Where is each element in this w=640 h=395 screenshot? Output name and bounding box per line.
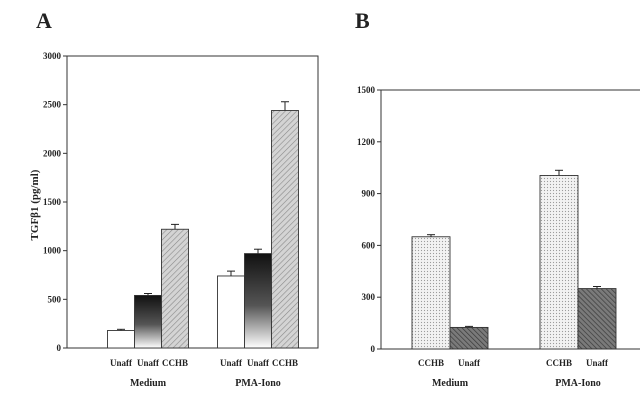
y-tick-label: 0 [57, 343, 62, 353]
bar-unaff [217, 275, 245, 349]
category-label: CCHB [272, 358, 298, 368]
y-tick-label: 1500 [43, 197, 62, 207]
category-label: Unaff [247, 358, 270, 368]
y-tick-label: 2500 [43, 100, 62, 110]
y-tick-label: 2000 [43, 148, 62, 158]
category-label: CCHB [162, 358, 188, 368]
group-label: Medium [432, 378, 469, 389]
bar-unaff [244, 253, 272, 349]
category-label: CCHB [418, 358, 444, 368]
bar-cchb [411, 236, 451, 350]
bar-cchb [539, 175, 579, 350]
bar-unaff [134, 294, 162, 349]
category-label: Unaff [586, 358, 609, 368]
group-label: PMA-Iono [555, 378, 601, 389]
bar-cchb [271, 110, 299, 349]
y-tick-label: 300 [362, 292, 376, 302]
y-tick-label: 600 [362, 240, 376, 250]
panel-a-y-axis-label: TGFβ1 (pg/ml) [29, 169, 41, 240]
bar-unaff [577, 288, 617, 350]
y-tick-label: 900 [362, 189, 376, 199]
bar-unaff [107, 330, 135, 349]
y-tick-label: 1200 [357, 137, 376, 147]
y-tick-label: 1000 [43, 246, 62, 256]
group-label: Medium [130, 378, 167, 389]
category-label: Unaff [220, 358, 243, 368]
bar-unaff [449, 326, 489, 350]
category-label: Unaff [110, 358, 133, 368]
y-tick-label: 0 [371, 344, 376, 354]
y-tick-label: 3000 [43, 51, 62, 61]
y-tick-label: 500 [48, 294, 62, 304]
category-label: Unaff [458, 358, 481, 368]
group-label: PMA-Iono [235, 378, 281, 389]
category-label: Unaff [137, 358, 160, 368]
panel-b-letter: B [355, 8, 370, 33]
y-tick-label: 1500 [357, 85, 376, 95]
bar-cchb [161, 228, 189, 349]
panel-a-letter: A [36, 8, 52, 33]
panel-b-chart: 0 300 600 900 1200 1500 CCHB Unaff Medium CCHB Una… [357, 85, 640, 389]
category-label: CCHB [546, 358, 572, 368]
